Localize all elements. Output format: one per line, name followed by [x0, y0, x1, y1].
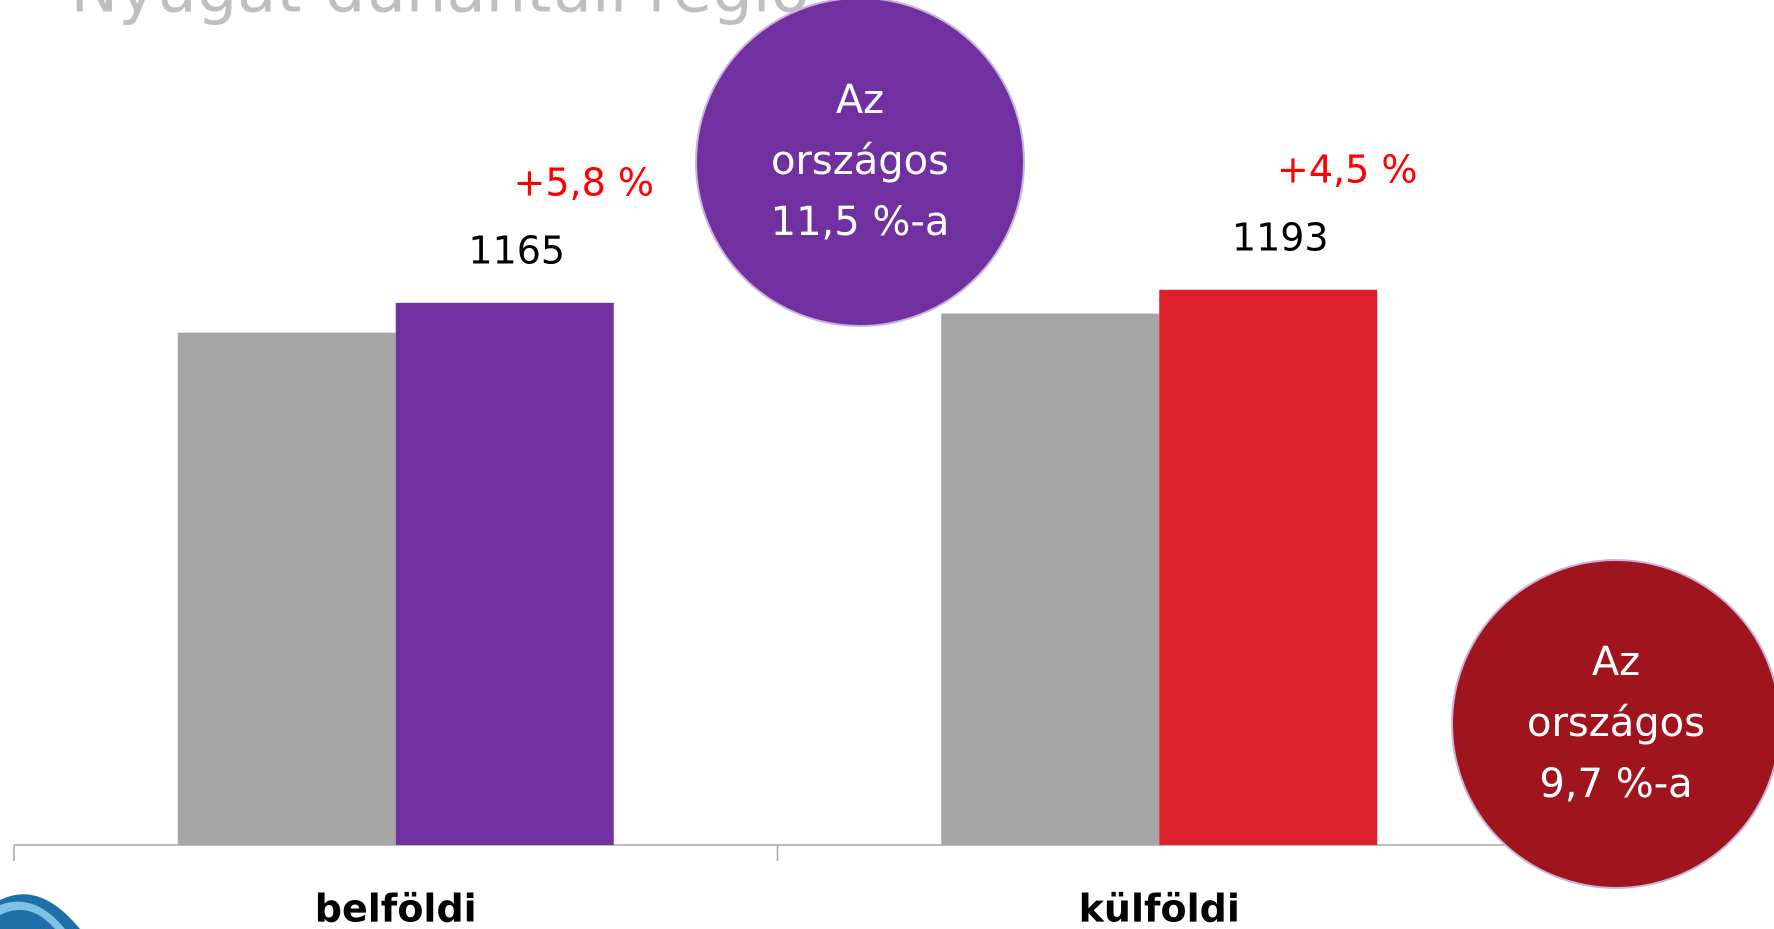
bubble-text: Az: [1592, 639, 1640, 685]
x-tick-label: belföldi: [315, 887, 477, 929]
annotation: +5,8 %: [514, 160, 654, 204]
data-label: 1165: [468, 228, 565, 272]
annotation: +4,5 %: [1277, 147, 1417, 191]
bubble-text: Az: [836, 77, 884, 123]
bubble-text: 11,5 %-a: [771, 199, 950, 245]
data-label: 1193: [1232, 215, 1329, 259]
chart-title: Nyugat-dunántúli régió: [70, 0, 809, 28]
bubble-text: országos: [771, 138, 949, 184]
bar: [1159, 289, 1378, 845]
x-tick-label: külföldi: [1079, 887, 1240, 929]
decoration: [0, 901, 65, 929]
bubble-text: 9,7 %-a: [1539, 761, 1692, 807]
bar: [177, 332, 396, 845]
bar: [941, 313, 1160, 845]
bar: [395, 302, 614, 846]
bubble: [1451, 559, 1774, 889]
bubble: [695, 0, 1025, 327]
bubble-text: országos: [1527, 700, 1705, 746]
